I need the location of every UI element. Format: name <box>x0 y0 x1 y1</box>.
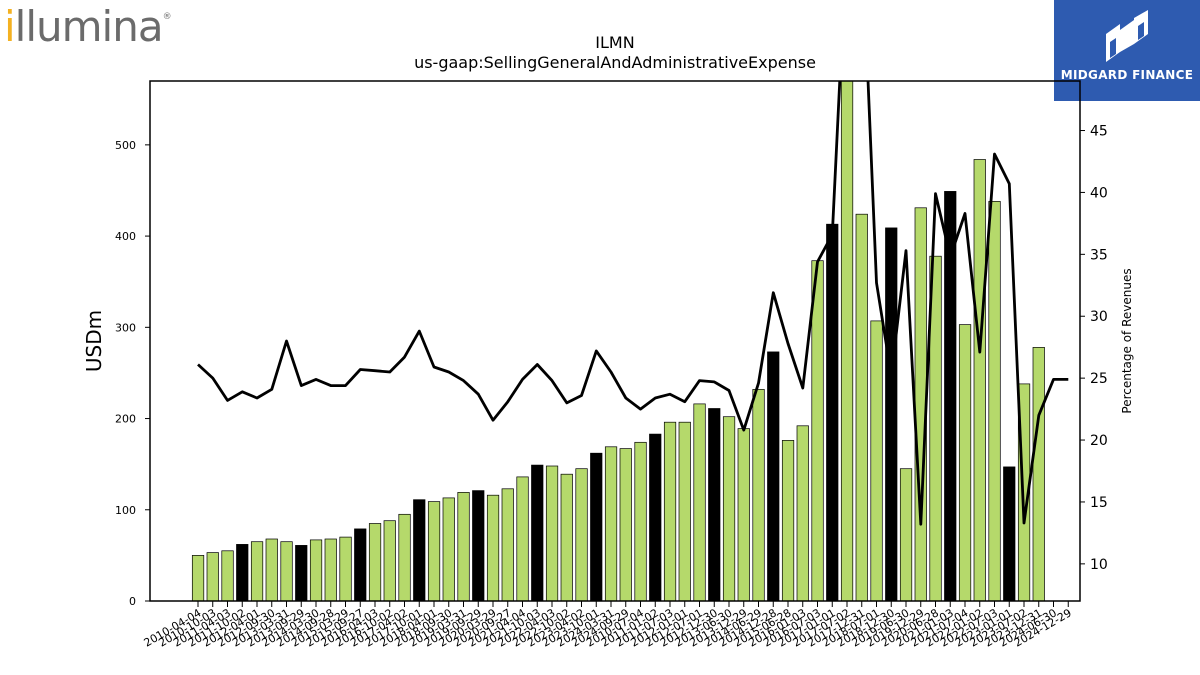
illumina-logo-text: llumina <box>14 2 164 51</box>
y-tick-label-100: 100 <box>115 504 136 517</box>
bar-2023-12-31 <box>1003 466 1016 601</box>
bar-2017-10-01 <box>634 441 647 601</box>
bar-2023-01-01 <box>944 191 957 601</box>
illumina-logo-dot: i <box>4 2 16 51</box>
bar-2012-04-01 <box>309 539 323 601</box>
y2-axis-label: Percentage of Revenues <box>1120 268 1134 413</box>
bar-2014-06-29 <box>442 497 455 601</box>
bar-2010-04-04 <box>191 555 205 601</box>
bar-2018-07-01 <box>678 421 691 601</box>
bar-2020-03-29 <box>781 440 795 601</box>
midgard-finance-text: MIDGARD FINANCE <box>1060 68 1194 82</box>
bar-2012-07-01 <box>324 538 337 601</box>
chart-title: ILMN <box>595 33 634 52</box>
y2-tick-label-45: 45 <box>1090 124 1108 140</box>
y-tick-label-300: 300 <box>115 321 136 334</box>
bar-2015-06-28 <box>501 488 514 601</box>
percentage-line-series <box>197 81 1069 526</box>
bar-2018-04-01 <box>663 421 677 601</box>
midgard-finance-logo: MIDGARD FINANCE <box>1054 0 1200 101</box>
bar-2018-09-30 <box>693 403 706 601</box>
bar-2015-03-29 <box>486 494 500 601</box>
bar-2021-01-03 <box>826 223 839 601</box>
bar-2020-09-27 <box>811 260 824 601</box>
registered-mark: ® <box>162 12 172 22</box>
bar-2012-01-01 <box>295 545 308 601</box>
bar-2020-06-28 <box>796 425 809 601</box>
bar-2018-12-30 <box>708 408 721 601</box>
y2-tick-label-15: 15 <box>1090 495 1108 511</box>
percentage-of-revenues-line <box>197 81 1069 526</box>
midgard-mark-icon <box>1106 10 1148 62</box>
y2-tick-label-35: 35 <box>1090 247 1108 263</box>
illumina-logo: illumina® <box>4 2 172 51</box>
chart-subtitle: us-gaap:SellingGeneralAndAdministrativeE… <box>414 53 816 72</box>
bar-2022-04-03 <box>899 468 913 601</box>
bar-2017-12-31 <box>649 433 662 601</box>
bar-2016-07-03 <box>560 473 573 601</box>
bar-2013-06-30 <box>383 520 396 601</box>
bar-2011-01-02 <box>236 544 249 601</box>
bar-2021-10-03 <box>870 320 883 601</box>
y-axis-ticks: 0 100 200 300 400 500 <box>115 139 150 608</box>
bar-2014-03-30 <box>427 501 441 601</box>
bar-2014-12-28 <box>472 490 485 601</box>
bar-2021-04-04 <box>840 81 854 601</box>
bar-2019-06-30 <box>737 428 750 601</box>
bar-2014-09-28 <box>457 492 470 601</box>
bar-2022-01-02 <box>885 227 898 601</box>
bar-2016-01-03 <box>531 464 544 601</box>
bar-2011-10-02 <box>280 541 293 601</box>
bar-2010-07-04 <box>206 552 219 601</box>
y2-tick-label-40: 40 <box>1090 185 1108 201</box>
bar-series <box>191 81 1045 601</box>
x-axis-ticks: 2010-04-042010-10-032011-04-032011-10-02… <box>142 601 1074 650</box>
bar-2011-07-03 <box>265 538 278 601</box>
bar-2023-04-02 <box>958 324 972 601</box>
bar-2017-04-02 <box>604 446 618 601</box>
y2-tick-label-30: 30 <box>1090 309 1108 325</box>
bar-2019-09-29 <box>752 389 765 601</box>
y-tick-label-200: 200 <box>115 413 136 426</box>
plot-frame <box>149 80 1081 602</box>
bar-2012-12-30 <box>354 528 367 601</box>
bar-2023-07-02 <box>973 159 986 601</box>
bar-2015-09-27 <box>516 476 529 601</box>
bar-2019-03-31 <box>722 416 736 601</box>
y-axis-label: USDm <box>82 310 106 372</box>
y-tick-label-400: 400 <box>115 230 136 243</box>
bar-2010-10-03 <box>221 550 234 601</box>
y-tick-label-0: 0 <box>129 595 136 608</box>
bar-2012-09-30 <box>339 536 352 601</box>
bar-2016-04-03 <box>545 465 559 601</box>
bar-2021-07-04 <box>855 213 868 601</box>
bar-2023-10-01 <box>988 201 1001 601</box>
y2-tick-label-20: 20 <box>1090 433 1108 449</box>
y2-tick-label-10: 10 <box>1090 557 1108 573</box>
y2-axis-ticks: 10 15 20 25 30 35 40 45 <box>1080 124 1108 573</box>
bar-2024-06-30 <box>1032 347 1045 601</box>
bar-2017-01-01 <box>590 452 603 601</box>
bar-2013-09-29 <box>398 513 411 601</box>
bar-2019-12-29 <box>767 351 780 601</box>
bar-2013-12-29 <box>413 499 426 601</box>
bar-2011-04-03 <box>250 541 264 601</box>
bar-2022-10-02 <box>929 255 942 601</box>
bar-2013-03-31 <box>368 523 382 601</box>
y2-tick-label-25: 25 <box>1090 371 1108 387</box>
bar-2016-10-02 <box>575 468 588 601</box>
y-tick-label-500: 500 <box>115 139 136 152</box>
bar-2017-07-02 <box>619 448 632 601</box>
